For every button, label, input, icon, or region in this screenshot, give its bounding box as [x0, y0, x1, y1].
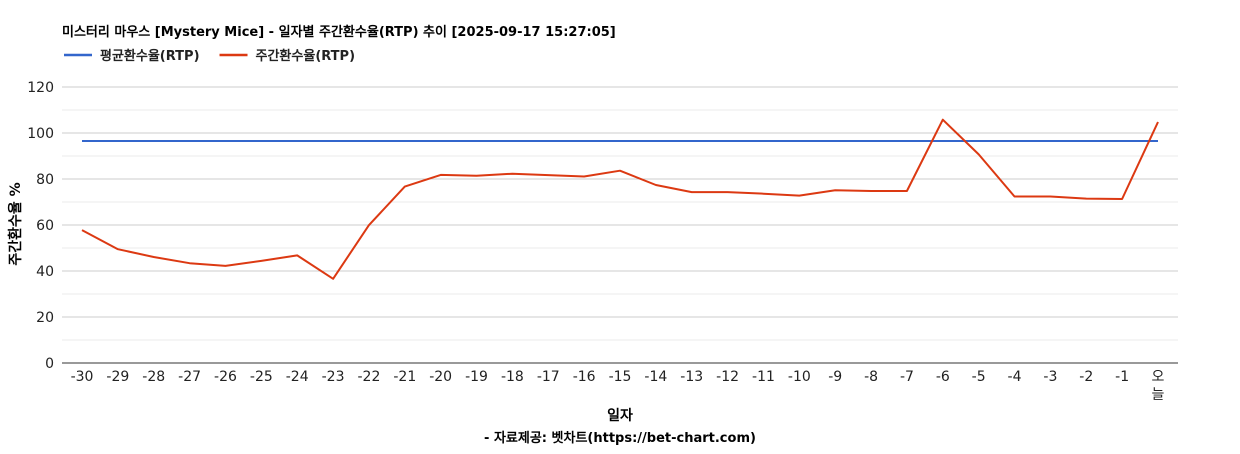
y-tick-label: 20: [36, 310, 54, 326]
source-credit: - 자료제공: 벳차트(https://bet-chart.com): [484, 430, 756, 446]
y-axis-label: 주간환수율 %: [7, 182, 24, 265]
grid-lines: [62, 86, 1178, 364]
y-tick-label: 40: [36, 264, 54, 280]
legend: 평균환수율(RTP) 주간환수율(RTP): [64, 48, 355, 64]
x-tick-label: -2: [1079, 369, 1093, 385]
x-axis-ticks: -30 -29 -28 -27 -26 -25 -24 -23 -22 -21 -20 -19 -18-…: [71, 369, 1165, 403]
x-tick-label: -30: [71, 369, 94, 385]
legend-label: 평균환수율(RTP): [100, 48, 200, 64]
x-tick-label: -17: [537, 369, 560, 385]
x-tick-label: -19: [465, 369, 488, 385]
x-tick-label: -27: [178, 369, 201, 385]
series-layer: [81, 118, 1159, 280]
x-tick-label: -20: [429, 369, 452, 385]
x-tick-label: -23: [322, 369, 345, 385]
x-tick-label: -29: [106, 369, 129, 385]
chart-title: 미스터리 마우스 [Mystery Mice] - 일자별 주간환수율(RTP)…: [62, 24, 616, 40]
x-tick-label: -24: [286, 369, 309, 385]
x-tick-label: -1: [1115, 369, 1129, 385]
legend-label: 주간환수율(RTP): [256, 48, 356, 64]
x-tick-label: -16: [573, 369, 596, 385]
x-tick-label: -9: [828, 369, 842, 385]
y-tick-label: 80: [36, 172, 54, 188]
x-tick-label: -6: [936, 369, 950, 385]
x-tick-label: -14: [644, 369, 667, 385]
y-tick-label: 100: [27, 126, 54, 142]
x-tick-label: -8: [864, 369, 878, 385]
x-tick-label: -22: [357, 369, 380, 385]
x-tick-label: -15: [609, 369, 632, 385]
y-tick-label: 0: [45, 356, 54, 372]
x-tick-label: -7: [900, 369, 914, 385]
y-tick-label: 60: [36, 218, 54, 234]
x-tick-label: -11: [752, 369, 775, 385]
x-tick-label: -5: [972, 369, 986, 385]
y-axis-ticks: 0 20 40 60 80 100 120: [27, 80, 54, 372]
x-tick-label: -26: [214, 369, 237, 385]
x-tick-label: -10: [788, 369, 811, 385]
x-tick-label: -21: [393, 369, 416, 385]
x-tick-label: -18: [501, 369, 524, 385]
x-tick-label: -28: [142, 369, 165, 385]
x-tick-label: -3: [1043, 369, 1057, 385]
y-tick-label: 120: [27, 80, 54, 96]
x-tick-label: -12: [716, 369, 739, 385]
x-tick-label: -4: [1008, 369, 1022, 385]
x-tick-label: -13: [680, 369, 703, 385]
series-line-2: [81, 118, 1159, 280]
x-tick-label: -25: [250, 369, 273, 385]
x-axis-label: 일자: [607, 408, 633, 424]
